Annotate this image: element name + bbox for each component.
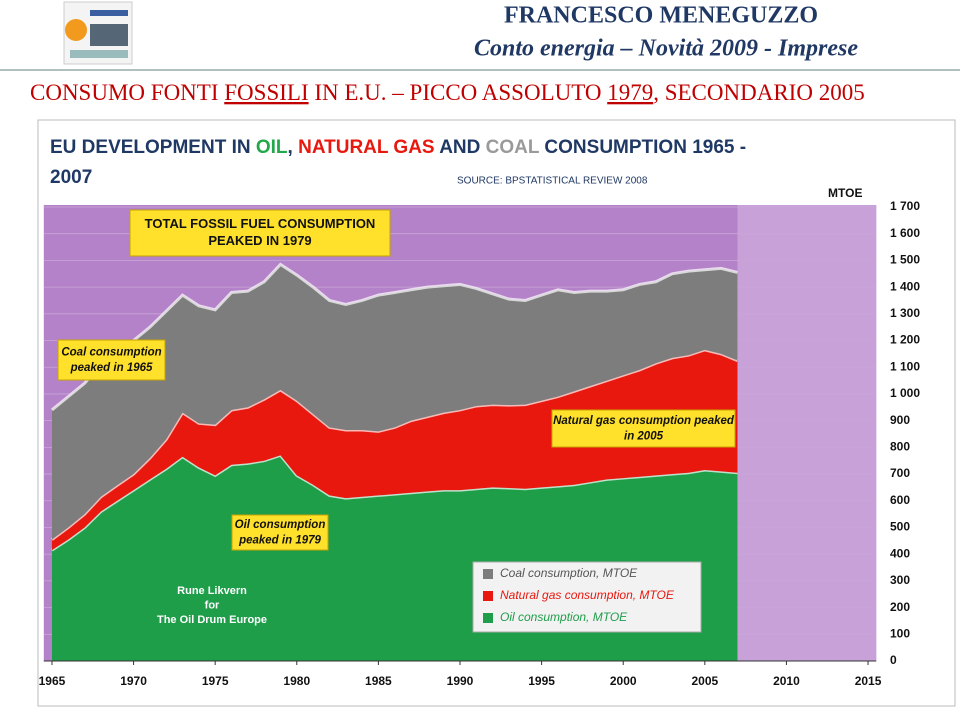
logo-band <box>90 10 128 16</box>
heading-part: 1979 <box>607 80 653 105</box>
credit: The Oil Drum Europe <box>157 614 267 626</box>
area <box>51 349 738 551</box>
heading-part: , SECONDARIO 2005 <box>653 80 864 105</box>
chart-title: EU DEVELOPMENT IN OIL, NATURAL GAS AND C… <box>50 137 746 188</box>
legend-box <box>472 561 702 633</box>
legend-swatch <box>483 569 493 579</box>
title-part: OIL <box>256 137 288 158</box>
annotation-text: peaked in 1965 <box>70 362 153 374</box>
logo-sun <box>65 19 87 41</box>
y-tick-label: 600 <box>890 493 910 507</box>
y-tick-label: 400 <box>890 546 910 560</box>
heading-part: IN E.U. – PICCO ASSOLUTO <box>309 80 608 105</box>
annotation-box <box>231 514 329 551</box>
y-tick-label: 1 000 <box>890 386 920 400</box>
y-tick-label: 1 500 <box>890 253 920 267</box>
y-tick-label: 1 700 <box>890 199 920 213</box>
x-tick-label: 1980 <box>283 674 310 688</box>
title-part: AND <box>435 137 486 158</box>
legend-swatch <box>483 591 493 601</box>
y-tick-label: 1 400 <box>890 279 920 293</box>
x-tick-label: 1995 <box>528 674 555 688</box>
y-tick-label: 1 200 <box>890 333 920 347</box>
x-tick-label: 1965 <box>39 674 66 688</box>
logo <box>63 1 133 65</box>
x-tick-label: 2005 <box>691 674 718 688</box>
x-tick-label: 2015 <box>855 674 882 688</box>
y-tick-label: 500 <box>890 520 910 534</box>
annotation-text: Natural gas consumption peaked <box>553 415 735 427</box>
y-tick-label: 800 <box>890 440 910 454</box>
header-subtitle: Conto energia – Novità 2009 - Imprese <box>474 36 858 62</box>
title-part: EU DEVELOPMENT IN <box>50 137 256 158</box>
area-edge <box>51 262 738 412</box>
annotation-box <box>129 209 391 257</box>
annotation-text: Oil consumption <box>235 519 326 531</box>
area <box>51 264 738 540</box>
forecast-background <box>737 205 877 661</box>
y-axis-label: MTOE <box>828 186 862 200</box>
heading-part: FOSSILI <box>224 80 308 105</box>
x-tick-label: 2000 <box>610 674 637 688</box>
title-part: 2007 <box>50 167 92 188</box>
legend-label: Coal consumption, MTOE <box>500 566 638 580</box>
x-tick-label: 1970 <box>120 674 147 688</box>
logo-panel <box>90 24 128 46</box>
annotation-text: PEAKED IN 1979 <box>208 233 311 248</box>
x-tick-label: 2010 <box>773 674 800 688</box>
legend-label: Natural gas consumption, MTOE <box>500 588 675 602</box>
y-tick-label: 700 <box>890 466 910 480</box>
y-tick-label: 1 100 <box>890 359 920 373</box>
title-part: CONSUMPTION 1965 - <box>539 137 746 158</box>
y-tick-label: 900 <box>890 413 910 427</box>
y-tick-label: 200 <box>890 600 910 614</box>
annotation-box <box>551 409 736 448</box>
annotation-text: peaked in 1979 <box>238 534 321 546</box>
title-part: NATURAL GAS <box>298 137 435 158</box>
y-tick-label: 300 <box>890 573 910 587</box>
credit: for <box>205 599 220 611</box>
y-tick-label: 100 <box>890 626 910 640</box>
y-tick-label: 1 600 <box>890 226 920 240</box>
y-tick-label: 1 300 <box>890 306 920 320</box>
annotation-box <box>57 339 166 381</box>
x-tick-label: 1990 <box>447 674 474 688</box>
annotation-text: TOTAL FOSSIL FUEL CONSUMPTION <box>145 216 376 231</box>
x-tick-label: 1975 <box>202 674 229 688</box>
title-part: COAL <box>486 137 540 158</box>
credit: Rune Likvern <box>177 585 247 597</box>
annotation-text: in 2005 <box>624 430 664 442</box>
header-title: FRANCESCO MENEGUZZO <box>504 3 818 29</box>
legend-label: Oil consumption, MTOE <box>500 610 628 624</box>
annotation-text: Coal consumption <box>61 346 161 358</box>
y-tick-label: 0 <box>890 653 897 667</box>
heading: CONSUMO FONTI FOSSILI IN E.U. – PICCO AS… <box>30 80 865 105</box>
x-tick-label: 1985 <box>365 674 392 688</box>
title-part: , <box>288 137 299 158</box>
chart: EU DEVELOPMENT IN OIL, NATURAL GAS AND C… <box>39 137 921 688</box>
heading-part: CONSUMO FONTI <box>30 80 224 105</box>
legend-swatch <box>483 613 493 623</box>
source: SOURCE: BPSTATISTICAL REVIEW 2008 <box>457 176 648 187</box>
logo-strip <box>70 50 128 58</box>
